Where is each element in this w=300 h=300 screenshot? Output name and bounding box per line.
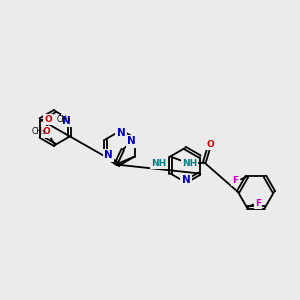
Text: NH: NH	[182, 159, 197, 168]
Text: N: N	[62, 116, 71, 125]
Text: CH₃: CH₃	[32, 128, 46, 136]
Text: N: N	[127, 136, 136, 146]
Text: NH: NH	[151, 158, 166, 167]
Text: O: O	[42, 128, 50, 136]
Text: O: O	[44, 115, 52, 124]
Text: N: N	[104, 151, 113, 160]
Text: F: F	[232, 176, 238, 185]
Text: CH₃: CH₃	[56, 115, 70, 124]
Text: O: O	[206, 140, 214, 149]
Text: N: N	[117, 128, 125, 138]
Text: N: N	[182, 175, 190, 185]
Text: F: F	[255, 199, 261, 208]
